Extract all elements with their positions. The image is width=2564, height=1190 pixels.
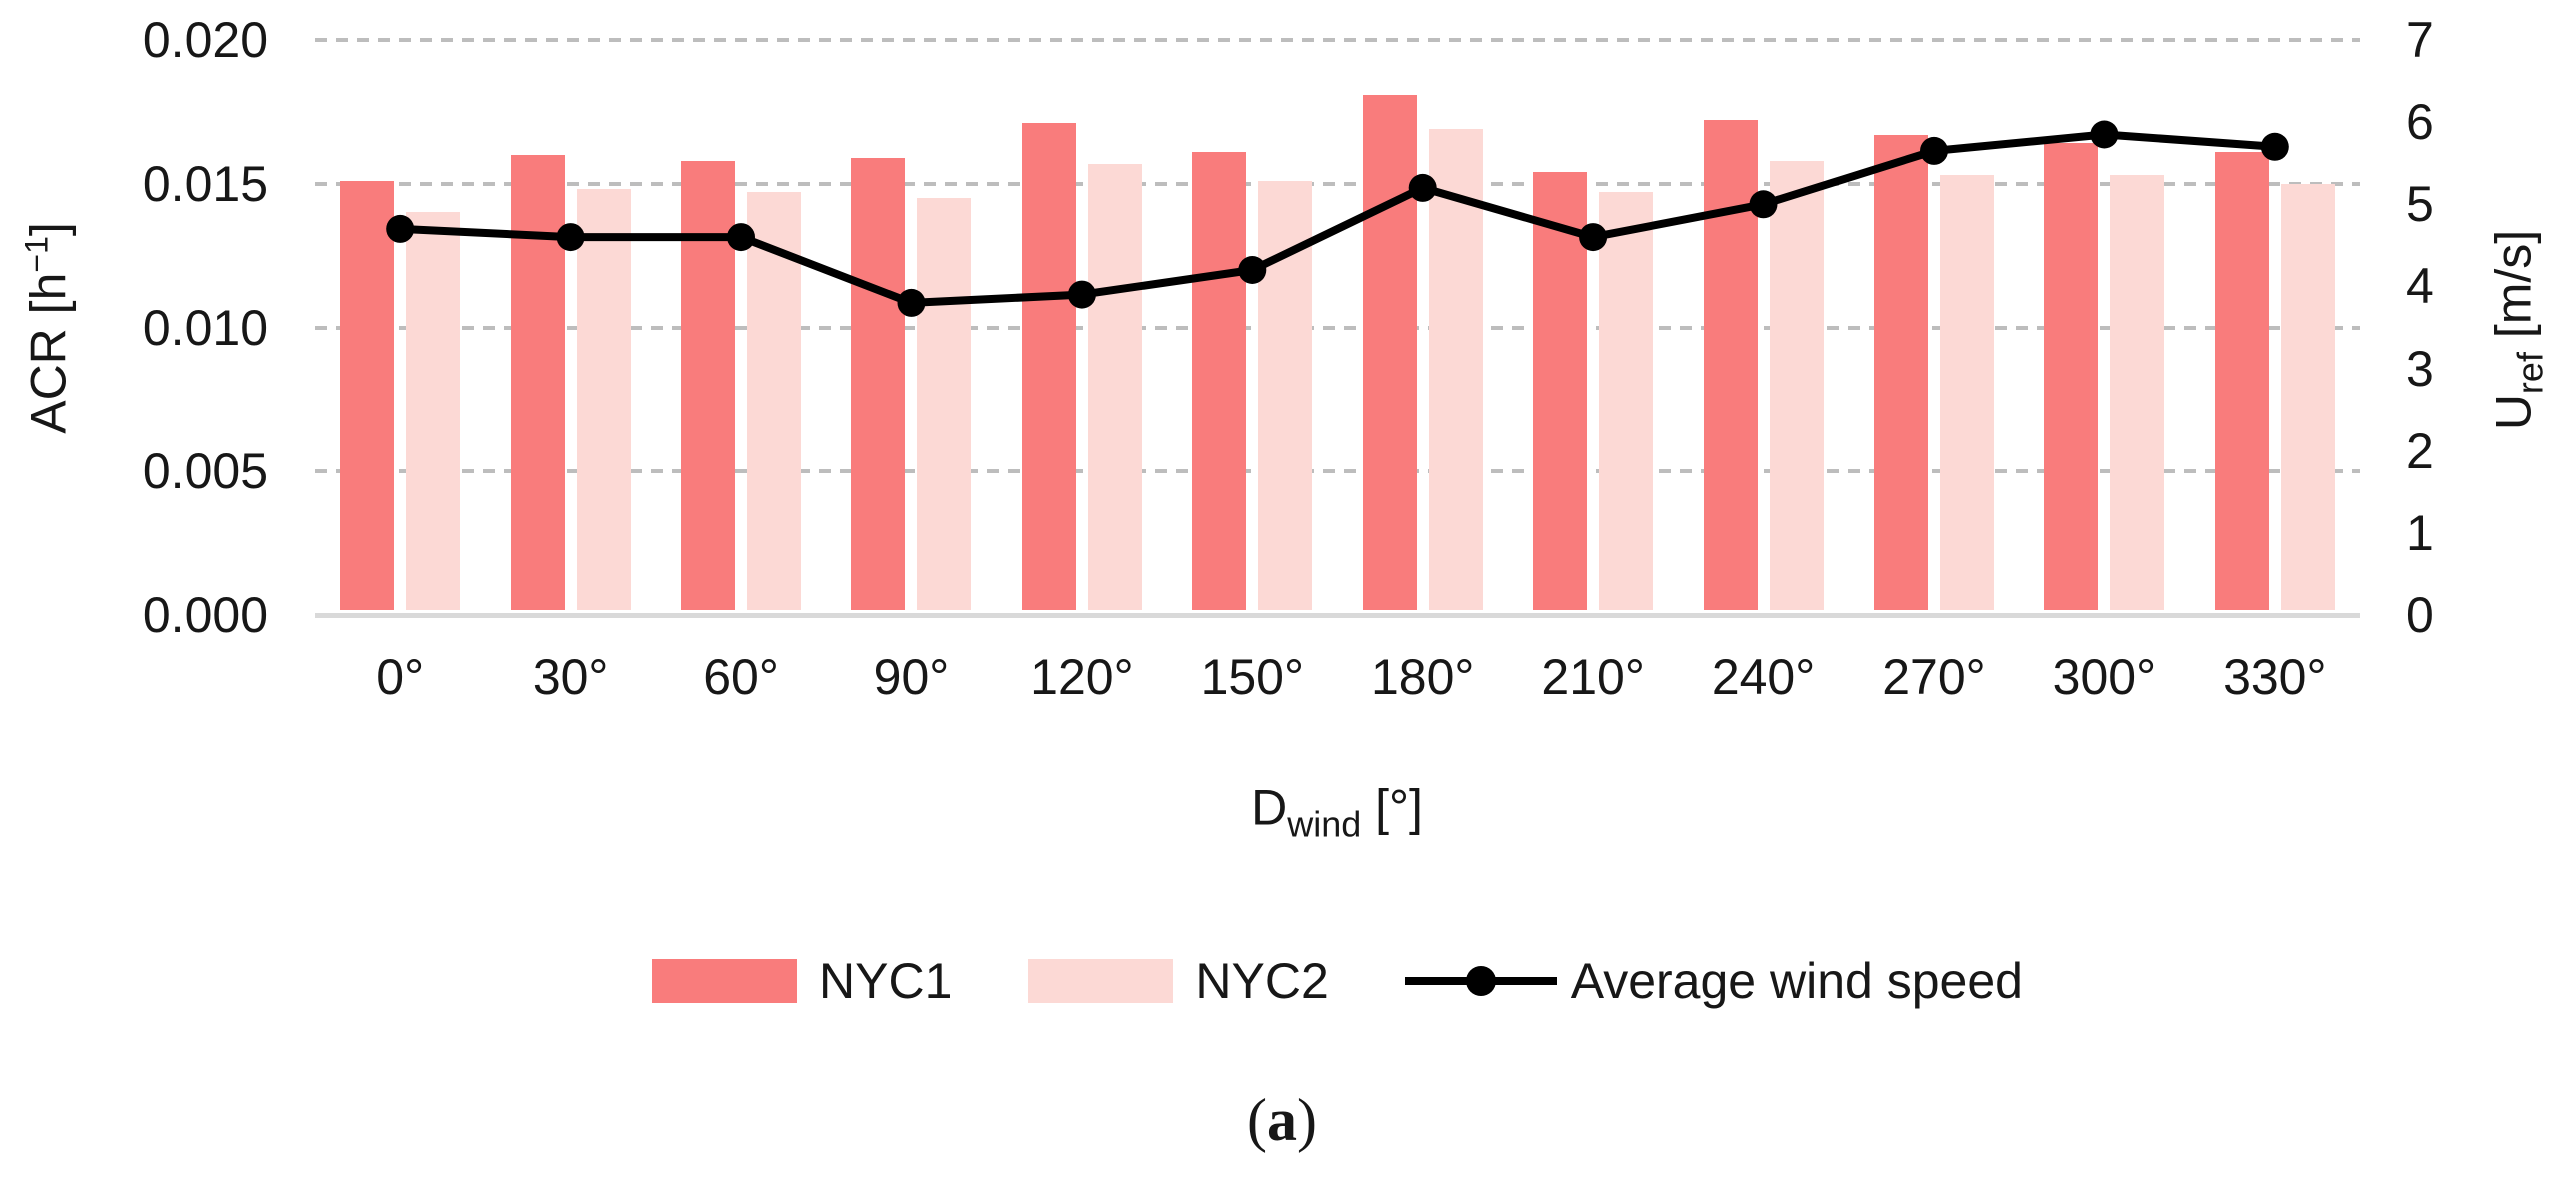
x-axis-tick-label: 270° [1882,649,1986,705]
x-axis-line [315,613,2360,618]
wind-speed-marker-0° [386,214,415,243]
bar-nyc2-0° [406,212,460,610]
right-axis-title-unit: [m/s] [2485,229,2542,353]
right-axis-tick-label: 2 [2406,422,2434,479]
gridline [315,469,2360,474]
legend-label-nyc2: NYC2 [1195,953,1329,1009]
bar-nyc2-270° [1940,175,1994,610]
x-axis-tick-label: 180° [1370,649,1475,705]
right-axis-tick-label: 0 [2406,587,2434,643]
bar-nyc2-300° [2110,175,2164,610]
legend-label-nyc1: NYC1 [819,953,953,1009]
bar-nyc2-210° [1599,192,1653,610]
wind-speed-marker-120° [1067,280,1096,309]
x-axis-tick-label: 150° [1200,649,1304,705]
right-axis-title: Uref [m/s] [2485,230,2552,430]
wind-speed-marker-330° [2260,132,2289,161]
wind-speed-marker-300° [2090,120,2119,149]
x-axis-tick-label: 90° [873,649,950,705]
bar-nyc1-300° [2044,143,2098,610]
bar-nyc1-330° [2215,152,2269,610]
x-axis-title-subscript: wind [1287,803,1362,845]
x-axis-title: Dwind [°] [1251,779,1423,846]
x-axis-tick-label: 330° [2223,649,2327,705]
panel-caption: (a) [0,1088,2564,1152]
x-axis-title-unit: [°] [1361,779,1423,836]
bar-nyc1-150° [1192,152,1246,610]
left-axis-tick-label: 0.000 [142,587,268,643]
gridline [315,325,2360,330]
right-axis-title-text: U [2485,394,2542,431]
left-axis-title-close: ] [20,222,77,237]
legend-label-wind-speed: Average wind speed [1570,953,2023,1009]
x-axis-tick-label: 240° [1711,649,1816,705]
bar-nyc1-90° [851,158,905,610]
bar-nyc2-30° [577,189,631,610]
bar-nyc1-240° [1704,120,1758,610]
nyc2-swatch-icon [1028,959,1174,1003]
wind-speed-marker-210° [1579,223,1608,252]
wind-speed-line-layer [386,120,2289,317]
bar-nyc1-0° [340,181,394,610]
bar-nyc2-90° [917,198,971,610]
wind-speed-marker-30° [556,223,585,252]
wind-speed-marker-240° [1749,190,1778,219]
wind-speed-marker-270° [1920,136,1948,165]
wind-speed-marker-180° [1408,173,1437,202]
wind-speed-marker-150° [1238,256,1267,284]
legend-item-nyc1: NYC1 [652,952,952,1010]
x-axis-tick-label: 30° [532,649,609,705]
right-axis-tick-label: 6 [2406,94,2434,151]
caption-close-paren: ) [1297,1087,1317,1153]
right-axis-tick-label: 4 [2406,258,2434,315]
right-axis-title-subscript: ref [2509,352,2551,395]
left-axis-title: ACR [h−1] [19,222,78,434]
x-axis-tick-label: 60° [703,649,779,705]
line-dot [1465,966,1496,996]
right-axis-tick-label: 1 [2406,504,2434,561]
bar-nyc2-240° [1770,161,1824,610]
left-axis-tick-label: 0.005 [142,443,268,500]
wind-speed-marker-90° [897,288,926,317]
bar-nyc2-180° [1429,129,1483,610]
x-axis-tick-label: 300° [2052,649,2157,705]
bar-nyc1-210° [1533,172,1587,610]
left-axis-tick-label: 0.010 [142,299,268,356]
x-axis-tick-label: 120° [1030,649,1134,705]
left-axis-title-superscript: −1 [18,236,55,273]
bar-nyc1-180° [1363,95,1417,610]
caption-open-paren: ( [1247,1087,1267,1153]
wind-speed-line [400,130,2276,307]
left-axis-tick-label: 0.015 [142,155,268,212]
wind-speed-marker-60° [727,223,755,252]
bar-nyc2-60° [747,192,801,610]
legend-item-wind-speed: Average wind speed [1404,952,2023,1010]
x-axis-title-text: D [1251,779,1288,836]
bar-nyc1-120° [1022,123,1076,610]
plot-area [315,38,2360,618]
legend: NYC1 NYC2 Average wind speed [315,952,2360,1010]
right-axis-tick-label: 7 [2406,12,2434,68]
gridline [315,38,2360,42]
bar-nyc2-330° [2281,184,2335,610]
right-axis-tick-label: 5 [2406,176,2434,233]
nyc1-swatch-icon [652,959,798,1003]
x-axis-tick-label: 210° [1541,649,1645,705]
gridline [315,181,2360,186]
x-axis-tick-label: 0° [376,649,425,705]
left-axis-tick-label: 0.020 [142,12,268,68]
caption-letter: a [1267,1087,1297,1153]
bar-nyc2-120° [1088,164,1142,610]
right-axis-tick-label: 3 [2406,340,2434,397]
legend-item-nyc2: NYC2 [1028,952,1329,1010]
left-axis-title-text: ACR [h [20,272,77,434]
bar-nyc1-270° [1874,135,1928,610]
line-marker-icon [1404,959,1557,1003]
